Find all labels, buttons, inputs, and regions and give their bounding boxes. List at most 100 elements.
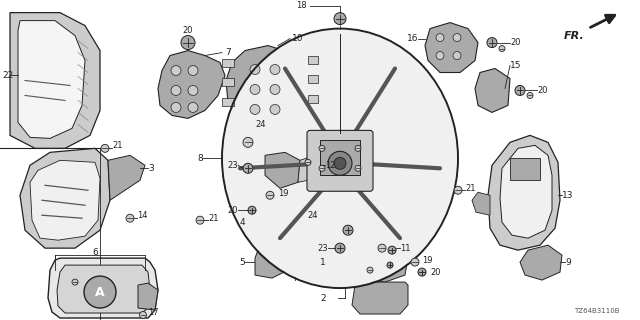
Circle shape [355, 165, 361, 171]
Circle shape [334, 12, 346, 25]
Bar [320, 140, 360, 175]
Circle shape [270, 84, 280, 94]
Circle shape [140, 311, 147, 318]
Polygon shape [255, 215, 288, 248]
Polygon shape [472, 192, 490, 215]
Circle shape [515, 85, 525, 95]
Circle shape [196, 216, 204, 224]
Text: 21: 21 [465, 184, 476, 193]
Circle shape [367, 267, 373, 273]
Circle shape [436, 52, 444, 60]
Text: 14: 14 [137, 211, 147, 220]
Text: 22: 22 [2, 71, 13, 80]
Polygon shape [10, 12, 100, 148]
Circle shape [126, 214, 134, 222]
Circle shape [84, 276, 116, 308]
Bar [222, 78, 234, 86]
Circle shape [270, 65, 280, 75]
Polygon shape [226, 45, 308, 125]
Text: 17: 17 [148, 308, 159, 316]
Polygon shape [30, 160, 100, 240]
Text: 6: 6 [92, 248, 98, 257]
Circle shape [250, 65, 260, 75]
Text: 9: 9 [565, 258, 571, 267]
Text: 2: 2 [321, 293, 326, 302]
Circle shape [378, 244, 386, 252]
Text: 1: 1 [320, 258, 326, 267]
Polygon shape [57, 265, 150, 313]
Circle shape [188, 85, 198, 95]
Polygon shape [352, 252, 408, 282]
Text: 23: 23 [317, 244, 328, 253]
Circle shape [343, 225, 353, 235]
Circle shape [171, 85, 181, 95]
Circle shape [355, 145, 361, 151]
Circle shape [319, 165, 325, 171]
Text: 24: 24 [307, 211, 318, 220]
Circle shape [527, 92, 533, 99]
Circle shape [188, 66, 198, 76]
Circle shape [334, 157, 346, 169]
Circle shape [101, 144, 109, 152]
Text: 19: 19 [422, 256, 433, 265]
Polygon shape [48, 258, 158, 318]
Bar [222, 59, 234, 67]
Bar [308, 76, 318, 84]
Circle shape [72, 279, 78, 285]
Polygon shape [108, 155, 145, 200]
Text: 21: 21 [112, 141, 122, 150]
Text: 19: 19 [278, 189, 289, 198]
Polygon shape [265, 152, 300, 188]
Text: 11: 11 [400, 244, 410, 253]
Text: 20: 20 [537, 86, 547, 95]
Circle shape [250, 104, 260, 115]
Text: 10: 10 [292, 34, 303, 43]
Text: 4: 4 [239, 218, 245, 227]
Polygon shape [520, 245, 562, 280]
Text: 24: 24 [255, 120, 266, 129]
Circle shape [305, 159, 311, 165]
Text: 23: 23 [227, 161, 238, 170]
Text: TZ64B3110B: TZ64B3110B [575, 308, 620, 314]
FancyBboxPatch shape [307, 130, 373, 191]
Circle shape [171, 102, 181, 112]
Polygon shape [425, 23, 478, 73]
Polygon shape [488, 135, 560, 250]
Circle shape [335, 243, 345, 253]
Polygon shape [352, 282, 408, 314]
Circle shape [453, 52, 461, 60]
Text: 13: 13 [562, 191, 573, 200]
Polygon shape [158, 51, 225, 118]
Polygon shape [500, 145, 552, 238]
Circle shape [248, 206, 256, 214]
Polygon shape [298, 155, 322, 182]
Circle shape [328, 151, 352, 175]
Bar [510, 158, 540, 180]
Circle shape [454, 186, 462, 194]
Circle shape [266, 191, 274, 199]
Circle shape [499, 45, 505, 52]
Bar [308, 95, 318, 103]
Circle shape [453, 34, 461, 42]
Ellipse shape [223, 29, 457, 287]
Circle shape [250, 84, 260, 94]
Bar [222, 99, 234, 107]
Text: 15: 15 [510, 61, 522, 70]
Circle shape [487, 37, 497, 48]
Text: 21: 21 [208, 214, 218, 223]
Circle shape [243, 163, 253, 173]
Text: 12: 12 [325, 161, 335, 170]
Text: FR.: FR. [564, 31, 585, 41]
Circle shape [388, 246, 396, 254]
Text: 7: 7 [225, 48, 231, 57]
Text: A: A [95, 285, 105, 299]
Text: 5: 5 [239, 258, 245, 267]
Text: 20: 20 [510, 38, 520, 47]
Text: 20: 20 [183, 26, 193, 35]
Circle shape [387, 262, 393, 268]
Bar [308, 56, 318, 64]
Polygon shape [138, 283, 158, 310]
Circle shape [411, 258, 419, 266]
Text: 20: 20 [430, 268, 440, 276]
Polygon shape [18, 20, 85, 138]
